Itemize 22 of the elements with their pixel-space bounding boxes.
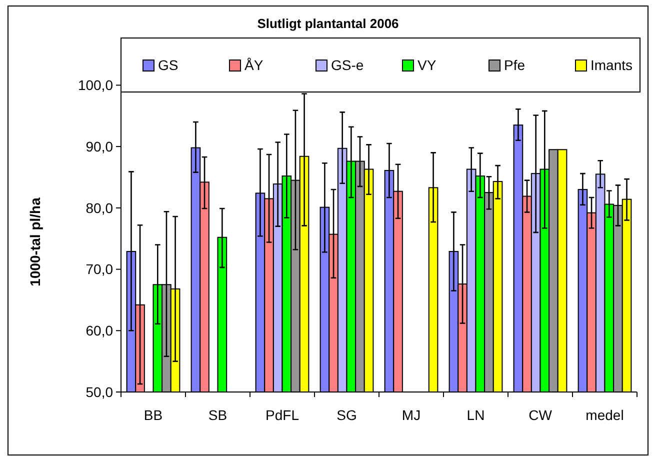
chart-title: Slutligt plantantal 2006 — [257, 16, 399, 31]
x-tick-label: SG — [336, 407, 357, 423]
legend-label: Imants — [590, 57, 633, 73]
y-tick-label: 90,0 — [86, 138, 114, 154]
legend-label: GS-e — [331, 57, 364, 73]
x-tick-label: LN — [466, 407, 485, 423]
x-tick-label: MJ — [402, 407, 421, 423]
y-tick-label: 100,0 — [78, 77, 114, 94]
y-axis-title: 1000-tal pl/ha — [27, 197, 43, 286]
legend-label: GS — [158, 57, 178, 73]
y-tick-label: 70,0 — [86, 261, 114, 278]
y-tick-label: 60,0 — [86, 322, 114, 339]
x-tick-label: CW — [528, 407, 553, 423]
legend-label: Pfe — [504, 57, 526, 73]
x-tick-label: PdFL — [266, 407, 300, 423]
legend-label: VY — [418, 57, 437, 73]
y-tick-label: 80,0 — [86, 200, 114, 216]
x-tick-label: SB — [208, 407, 228, 423]
y-tick-label: 50,0 — [86, 384, 114, 400]
legend-label: ÅY — [244, 57, 264, 73]
x-tick-label: BB — [144, 407, 163, 423]
x-tick-label: medel — [586, 407, 624, 423]
